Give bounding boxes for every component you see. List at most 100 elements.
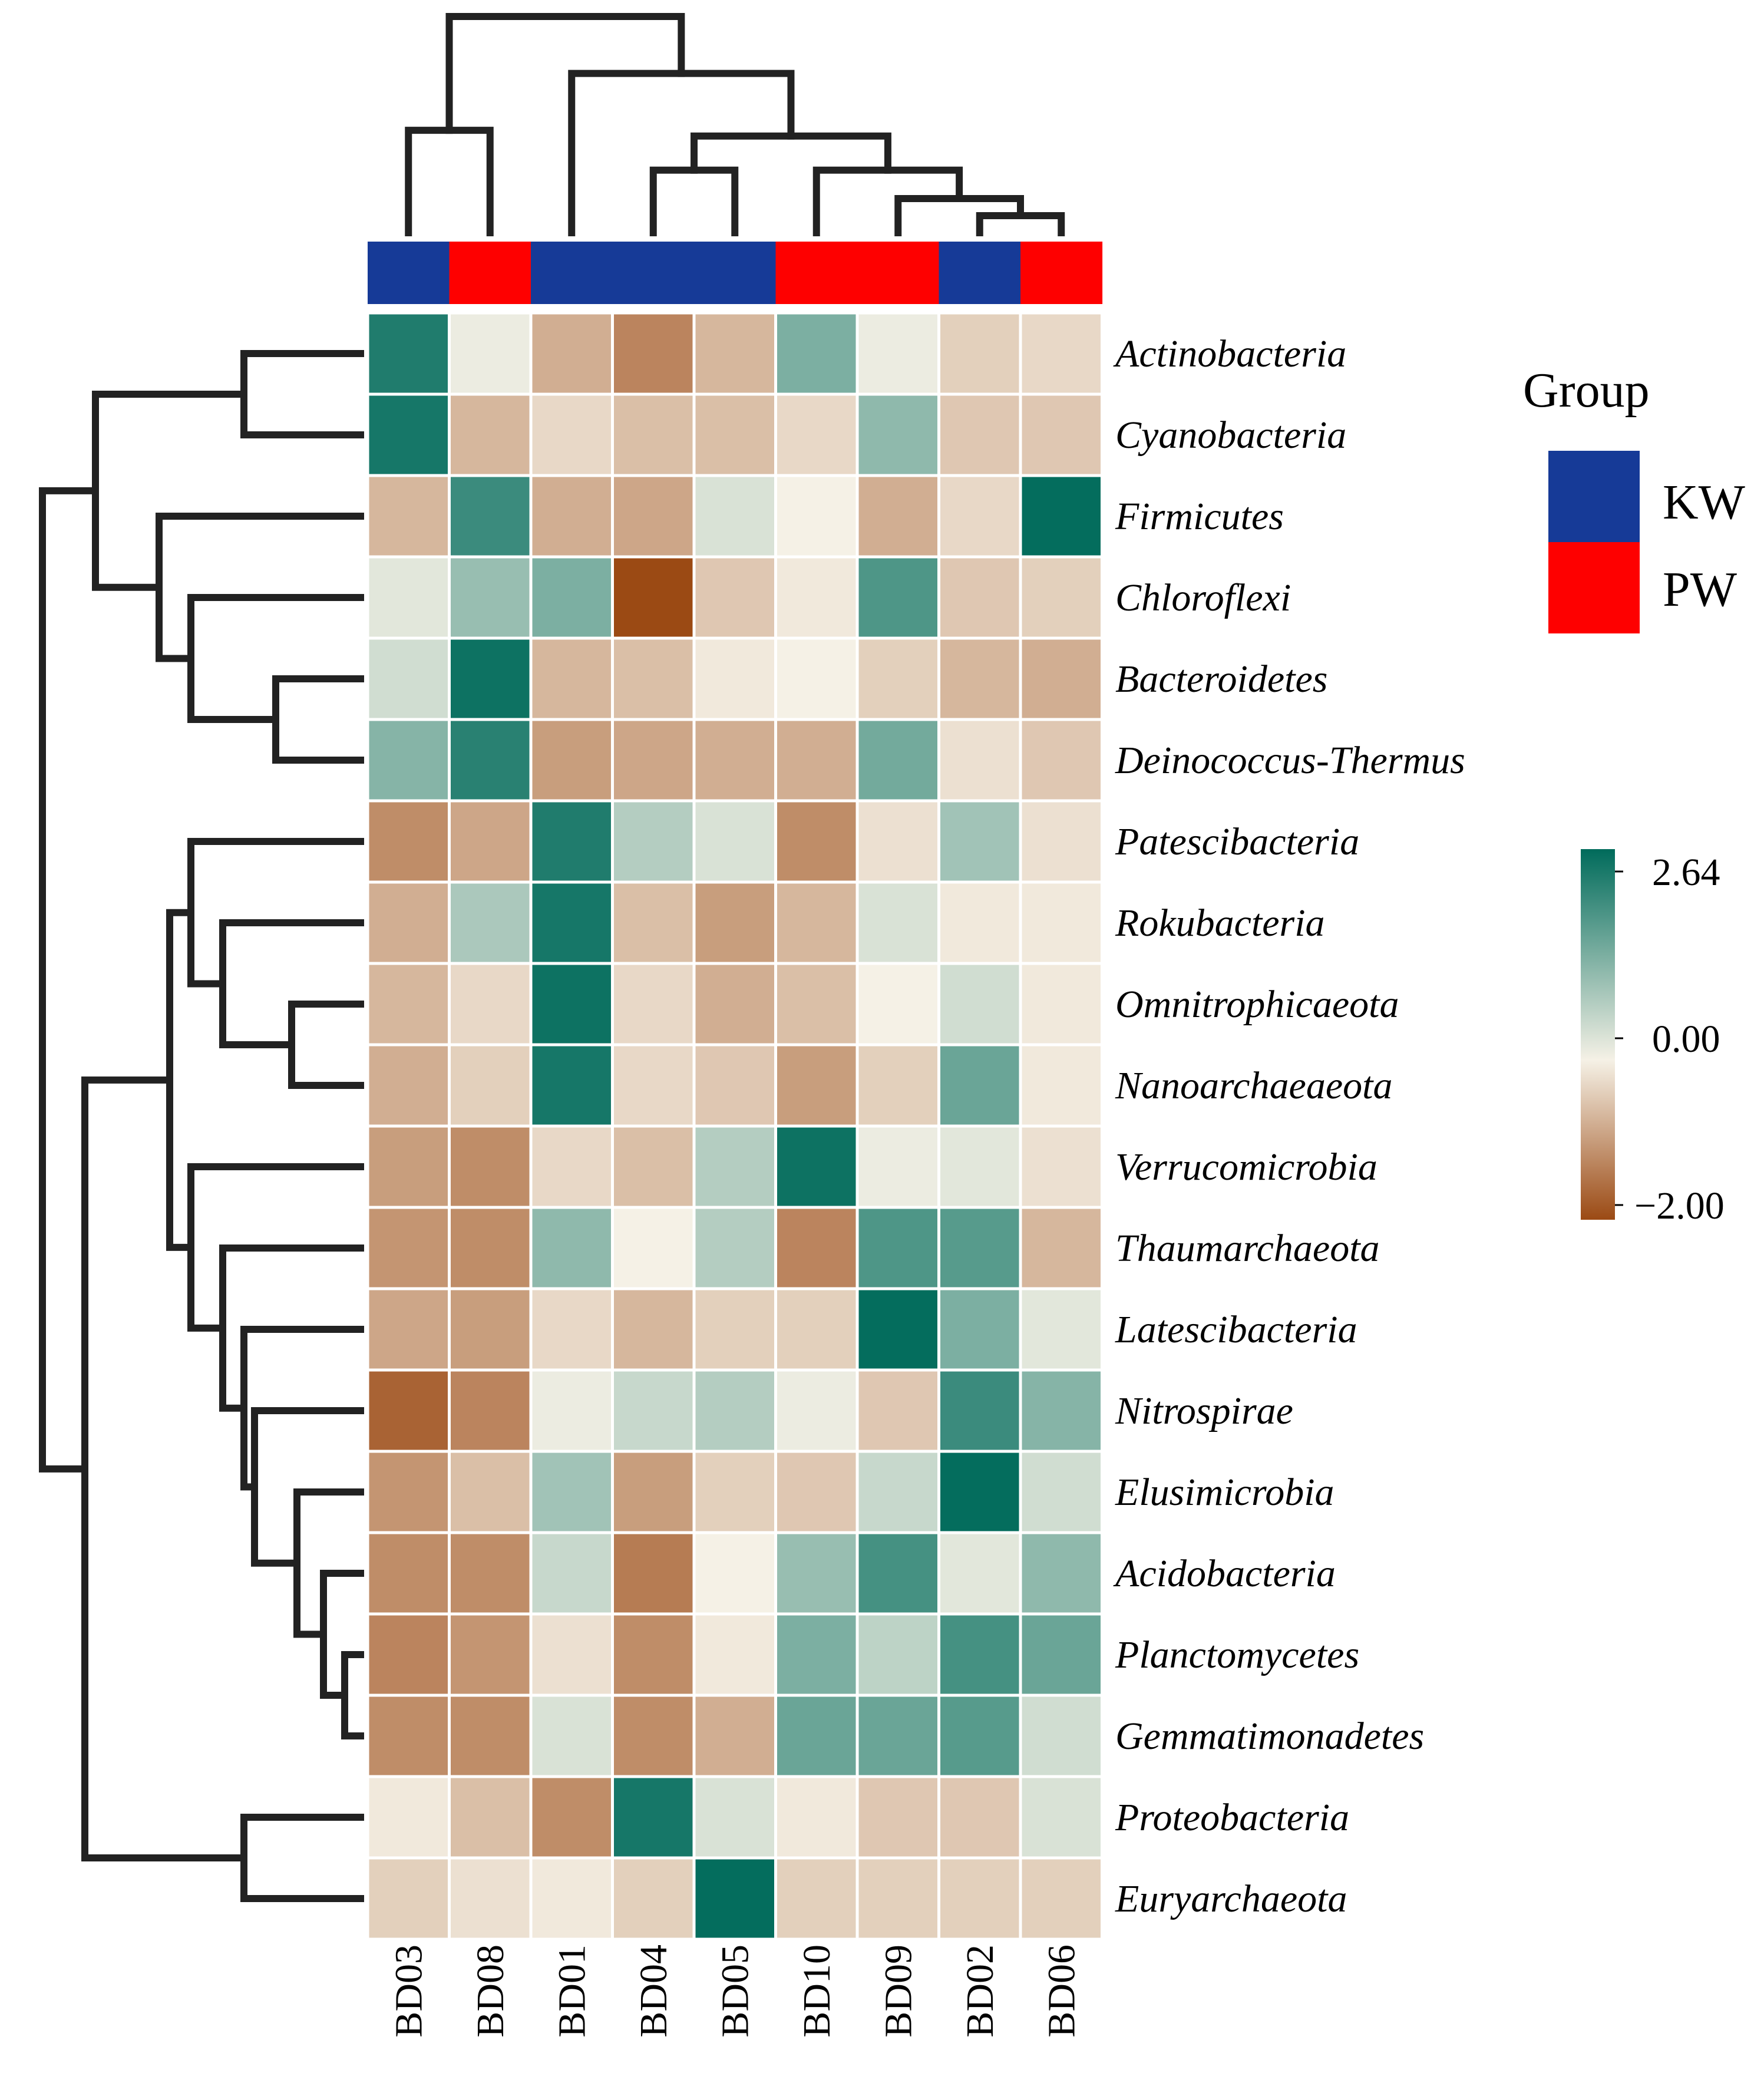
heatmap-cell: [777, 1615, 856, 1694]
heatmap-cell: [777, 477, 856, 556]
column-label: BD06: [1040, 1945, 1083, 2038]
heatmap-cell: [451, 1127, 530, 1206]
row-label: Acidobacteria: [1113, 1552, 1336, 1595]
dendrogram-branch: [405, 127, 494, 236]
row-labels: Actinobacteria Cyanobacteria Firmicutes Chl…: [1113, 332, 1465, 1920]
heatmap-cell: [695, 965, 774, 1044]
color-scale-label-max: 2.64: [1652, 851, 1720, 894]
heatmap-cell: [940, 965, 1019, 1044]
heatmap-cell: [369, 1534, 448, 1613]
heatmap-cell: [532, 1209, 611, 1288]
heatmap-cell: [695, 395, 774, 474]
heatmap-cell: [777, 1046, 856, 1125]
heatmap-cell: [614, 1859, 693, 1938]
heatmap-cell: [532, 802, 611, 881]
dendrogram-branch: [568, 70, 795, 236]
heatmap-cell: [369, 965, 448, 1044]
heatmap-cell: [369, 314, 448, 393]
heatmap-cell: [369, 1371, 448, 1450]
heatmap-cell: [695, 477, 774, 556]
heatmap-cell: [451, 883, 530, 962]
heatmap-cell: [532, 1696, 611, 1775]
heatmap-cell: [858, 1534, 937, 1613]
heatmap-cell: [532, 639, 611, 718]
heatmap-cell: [858, 314, 937, 393]
heatmap-cell: [369, 1778, 448, 1857]
heatmap-cell: [532, 965, 611, 1044]
heatmap-cell: [940, 1209, 1019, 1288]
heatmap-cell: [1022, 314, 1101, 393]
heatmap-cell: [695, 639, 774, 718]
color-scale-bar: [1581, 849, 1615, 1220]
heatmap-cell: [1022, 1615, 1101, 1694]
heatmap-cell: [532, 395, 611, 474]
heatmap-cell: [695, 802, 774, 881]
heatmap-cell: [369, 558, 448, 637]
heatmap-cell: [1022, 1534, 1101, 1613]
heatmap-cell: [369, 1615, 448, 1694]
dendrogram-branch: [92, 391, 247, 591]
heatmap-cell: [777, 1696, 856, 1775]
heatmap-cell: [1022, 558, 1101, 637]
row-label: Cyanobacteria: [1115, 414, 1346, 457]
heatmap-cell: [940, 1859, 1019, 1938]
column-label: BD02: [959, 1945, 1002, 2038]
row-label: Verrucomicrobia: [1115, 1146, 1377, 1189]
heatmap-cell: [532, 1046, 611, 1125]
heatmap-cell: [451, 477, 530, 556]
legend-kw-swatch: [1548, 451, 1640, 542]
heatmap-cell: [777, 965, 856, 1044]
heatmap-cell: [695, 1453, 774, 1531]
group-bar-cell: [531, 242, 613, 304]
heatmap-cell: [695, 1371, 774, 1450]
heatmap-cell: [1022, 1859, 1101, 1938]
heatmap-cell: [532, 1127, 611, 1206]
row-label: Firmicutes: [1115, 495, 1284, 538]
heatmap-cell: [614, 1696, 693, 1775]
group-bar-cell: [368, 242, 450, 304]
heatmap-cell: [858, 1371, 937, 1450]
heatmap-cell: [451, 1534, 530, 1613]
group-bar-cell: [1020, 242, 1103, 304]
heatmap-cell: [858, 477, 937, 556]
heatmap-cell: [614, 1209, 693, 1288]
heatmap-cell: [777, 558, 856, 637]
heatmap-cell: [858, 1127, 937, 1206]
heatmap-cell: [614, 1534, 693, 1613]
heatmap-cell: [940, 1453, 1019, 1531]
heatmap-cell: [532, 558, 611, 637]
heatmap-cell: [940, 639, 1019, 718]
heatmap-cell: [1022, 1127, 1101, 1206]
heatmap-cell: [777, 639, 856, 718]
heatmap-cell: [777, 1859, 856, 1938]
heatmap-cell: [777, 1453, 856, 1531]
heatmap-cell: [858, 1046, 937, 1125]
heatmap-cell: [451, 1371, 530, 1450]
dendrogram-branch: [445, 13, 685, 134]
heatmap-cell: [777, 1778, 856, 1857]
group-bar-cell: [775, 242, 858, 304]
row-label: Rokubacteria: [1115, 902, 1325, 945]
column-label: BD10: [795, 1945, 838, 2038]
heatmap-cell: [1022, 395, 1101, 474]
heatmap-cell: [614, 1778, 693, 1857]
heatmap-cell: [532, 1859, 611, 1938]
heatmap-cell: [614, 1046, 693, 1125]
heatmap-cell: [940, 802, 1019, 881]
column-dendrogram: [405, 13, 1065, 236]
heatmap-cell: [1022, 639, 1101, 718]
heatmap-cell: [451, 558, 530, 637]
dendrogram-branch: [691, 132, 891, 174]
heatmap-cell: [940, 1534, 1019, 1613]
dendrogram-branch: [240, 1814, 364, 1902]
dendrogram-branch: [251, 1407, 364, 1567]
heatmap-cell: [940, 1371, 1019, 1450]
heatmap-cell: [614, 558, 693, 637]
heatmap-cell: [1022, 802, 1101, 881]
legend-kw-label: KW: [1663, 475, 1746, 530]
heatmap-cell: [451, 639, 530, 718]
heatmap-cell: [1022, 1696, 1101, 1775]
heatmap-cell: [532, 1615, 611, 1694]
heatmap-cell: [858, 1778, 937, 1857]
row-dendrogram: [39, 350, 364, 1902]
